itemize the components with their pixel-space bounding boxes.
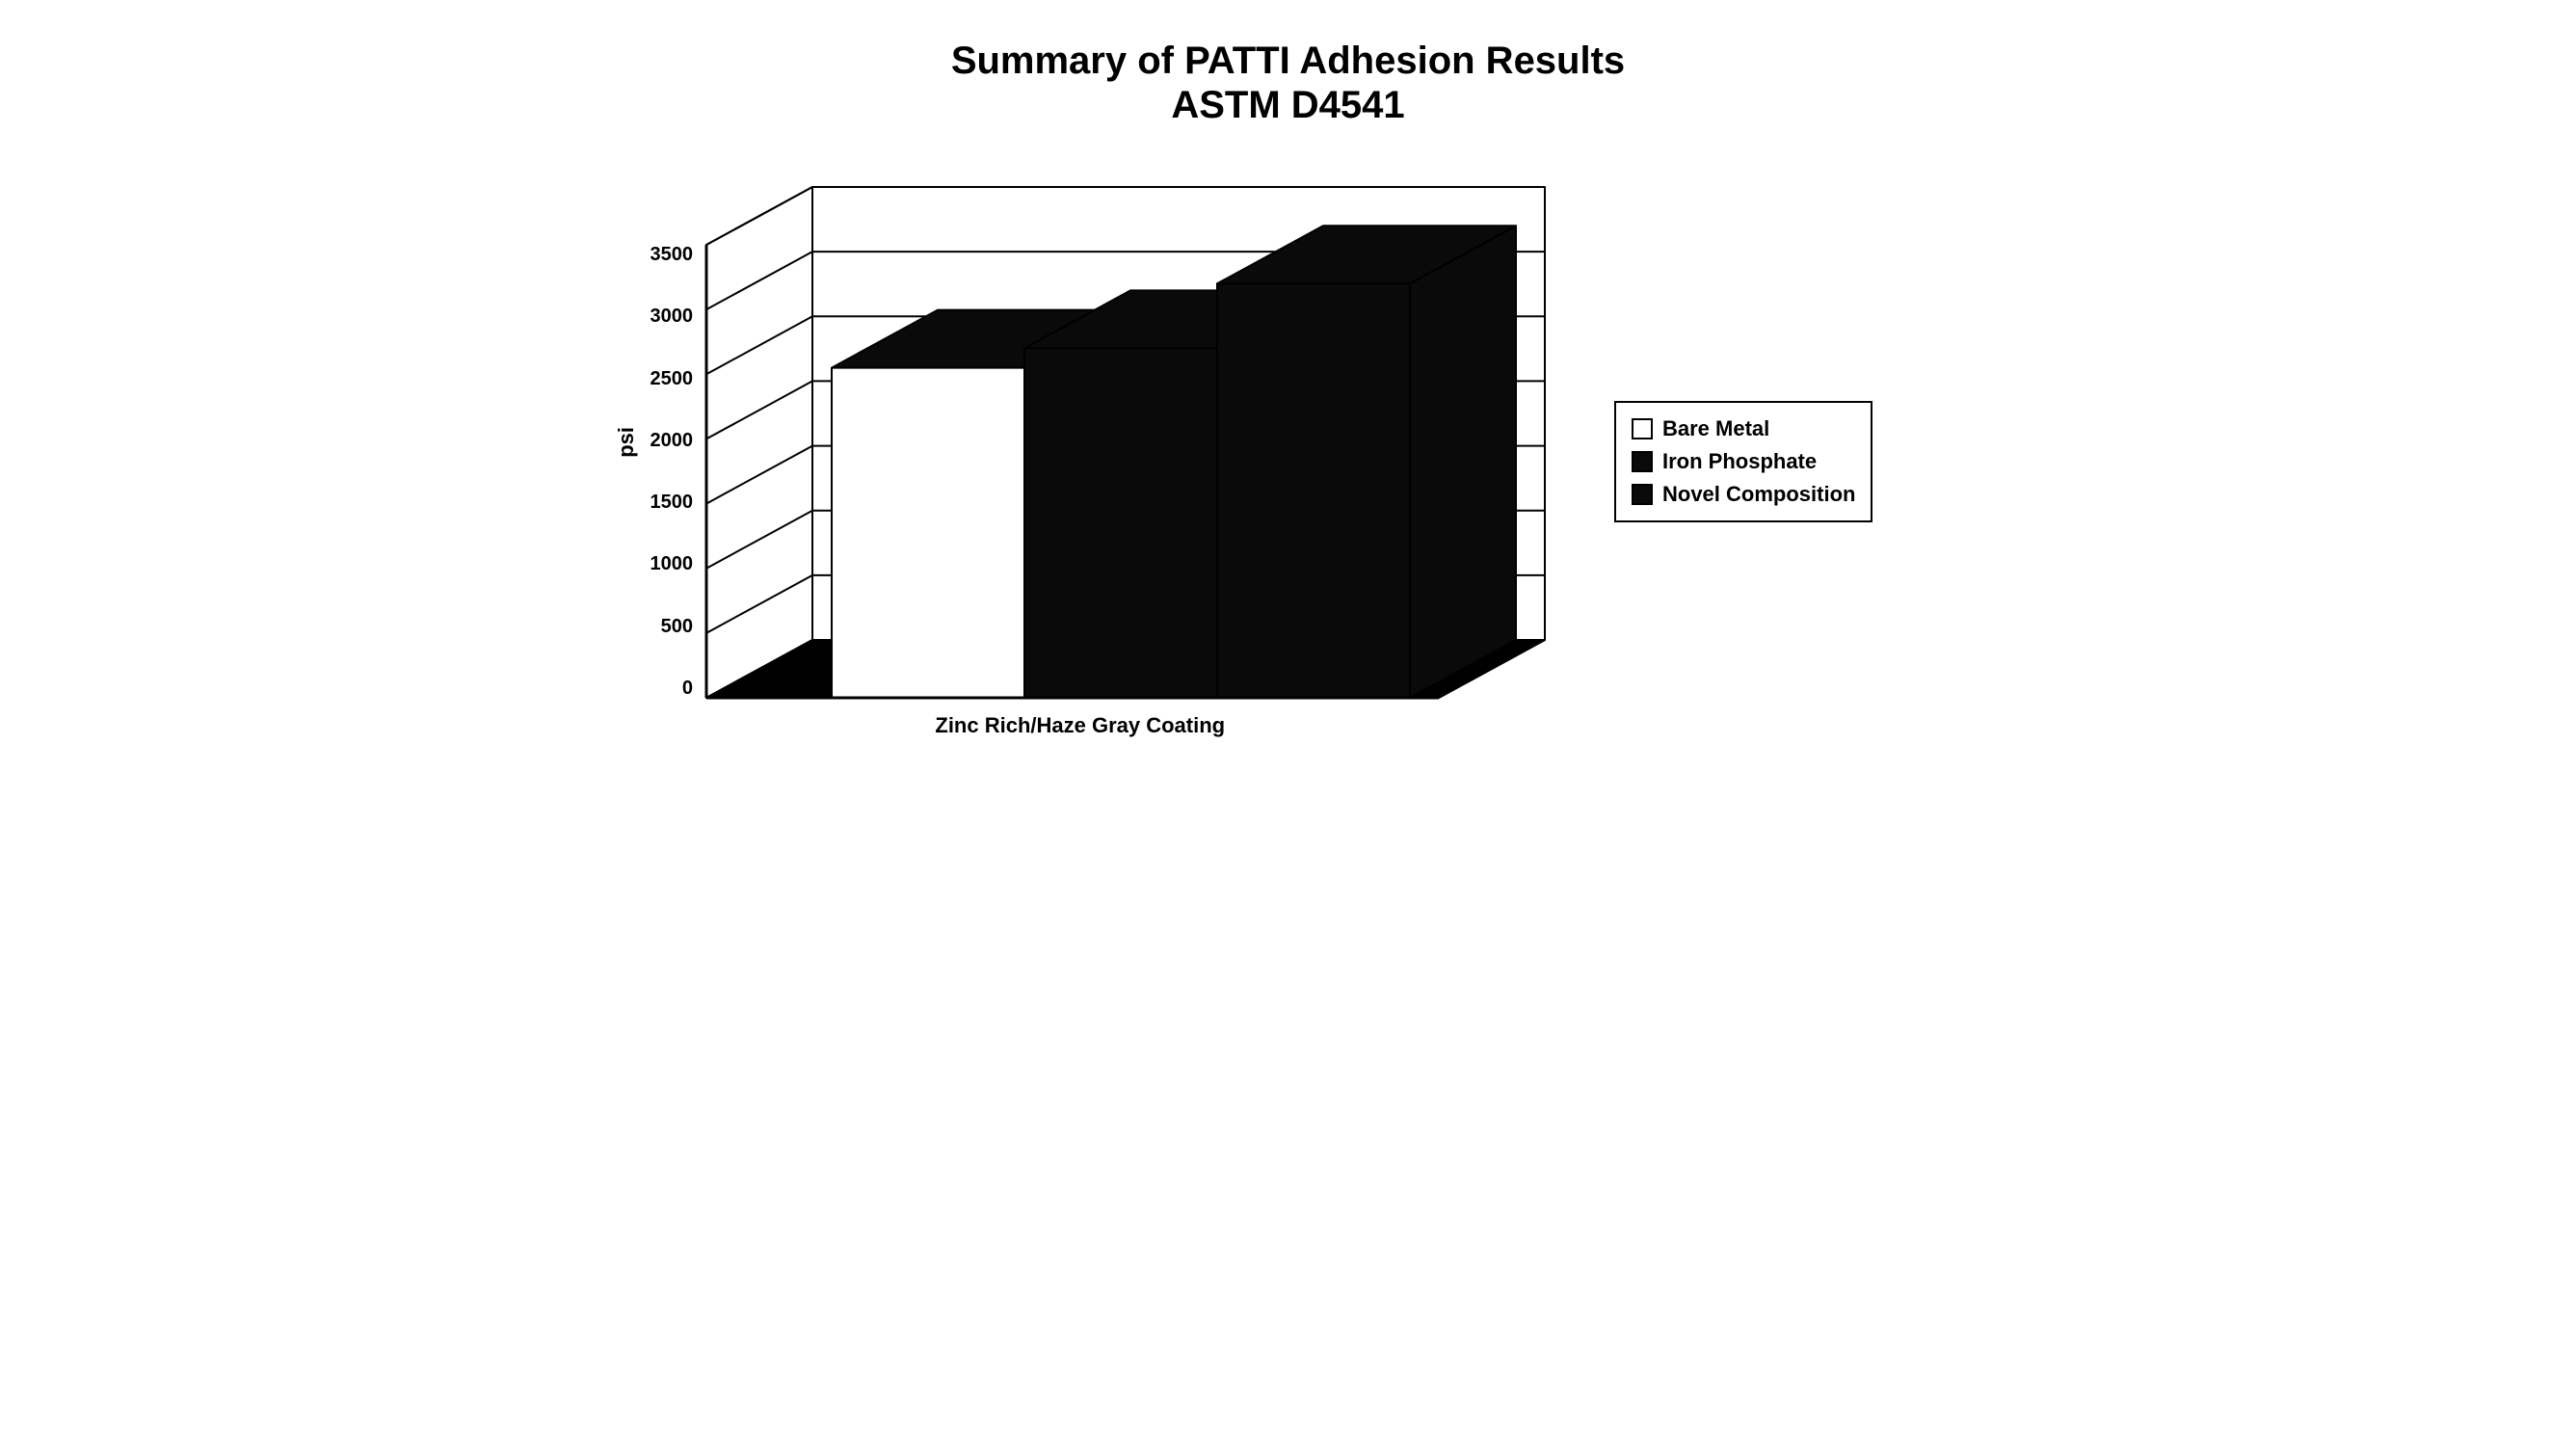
legend-item: Novel Composition — [1632, 478, 1855, 511]
chart-body: psi 3500 3000 2500 2000 1500 1000 500 0 Zinc Ri… — [614, 185, 1963, 738]
y-axis-ticks: 3500 3000 2500 2000 1500 1000 500 0 — [651, 245, 705, 698]
y-tick: 1000 — [651, 554, 694, 573]
y-tick: 1500 — [651, 492, 694, 512]
legend-swatch — [1632, 451, 1653, 472]
y-tick: 3500 — [651, 245, 694, 264]
legend-item: Bare Metal — [1632, 412, 1855, 445]
bar-bare-metal — [832, 368, 1024, 698]
legend: Bare Metal Iron Phosphate Novel Compositio… — [1614, 401, 1872, 522]
legend-swatch — [1632, 418, 1653, 439]
bar-novel-composition — [1217, 283, 1410, 698]
legend-swatch — [1632, 484, 1653, 505]
chart-title: Summary of PATTI Adhesion Results ASTM D… — [614, 39, 1963, 127]
legend-label: Novel Composition — [1662, 482, 1855, 507]
y-tick: 3000 — [651, 306, 694, 326]
title-line-2: ASTM D4541 — [614, 83, 1963, 127]
y-tick: 2000 — [651, 431, 694, 450]
legend-label: Bare Metal — [1662, 416, 1769, 441]
bar-chart-3d — [704, 185, 1547, 700]
title-line-1: Summary of PATTI Adhesion Results — [614, 39, 1963, 83]
chart-container: Summary of PATTI Adhesion Results ASTM D… — [614, 39, 1963, 738]
legend-item: Iron Phosphate — [1632, 445, 1855, 478]
y-axis-label: psi — [614, 427, 639, 458]
x-axis-label: Zinc Rich/Haze Gray Coating — [935, 713, 1225, 738]
bar-iron-phosphate — [1024, 348, 1217, 698]
plot-row: psi 3500 3000 2500 2000 1500 1000 500 0 — [614, 185, 1548, 700]
y-tick: 0 — [682, 679, 693, 698]
y-tick: 2500 — [651, 369, 694, 388]
y-tick: 500 — [661, 617, 693, 636]
legend-label: Iron Phosphate — [1662, 449, 1817, 474]
plot-column: psi 3500 3000 2500 2000 1500 1000 500 0 Zinc Ri… — [614, 185, 1548, 738]
